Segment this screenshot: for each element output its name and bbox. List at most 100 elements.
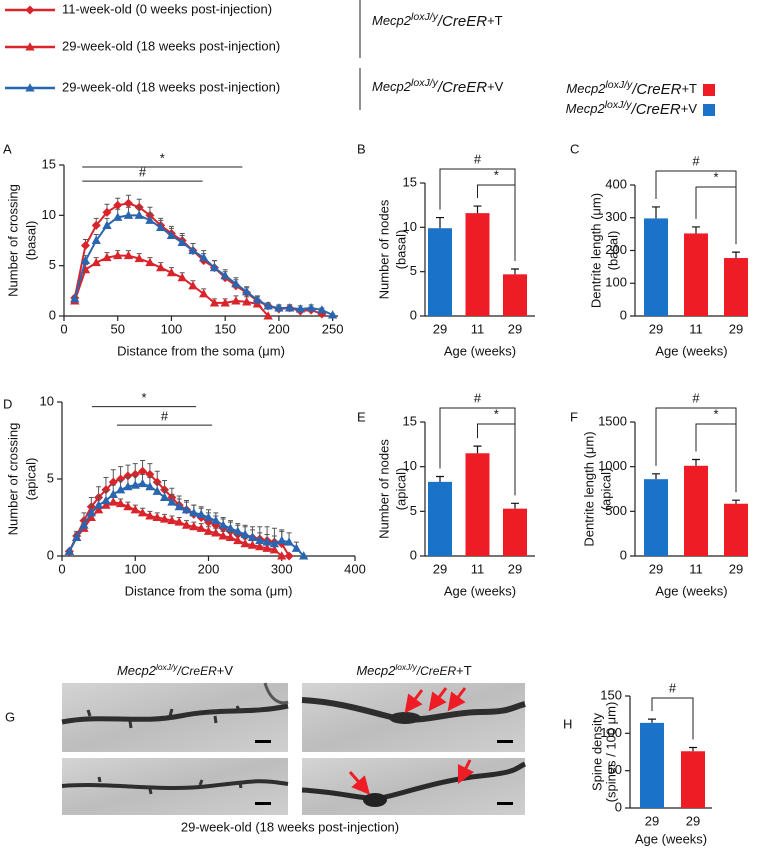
data-point [123, 481, 133, 491]
error-bar [692, 226, 700, 234]
significance-bracket [651, 697, 694, 740]
data-point [255, 535, 265, 545]
y-tick-label: 400 [605, 176, 627, 191]
data-point [233, 535, 243, 545]
treatment: +V [217, 663, 234, 678]
x-tick-label: 11 [689, 561, 703, 576]
bar [684, 465, 708, 556]
gene: Mecp2 [372, 79, 412, 94]
data-point [209, 298, 220, 307]
x-tick-label: 29 [686, 813, 700, 828]
data-point [203, 526, 214, 535]
error-bar [511, 502, 519, 509]
panel-label: H [563, 716, 572, 731]
panel-label: B [357, 141, 366, 156]
data-point [225, 523, 236, 532]
allele: loxJ/y [156, 662, 178, 672]
significance-label: * [713, 406, 718, 421]
data-point [174, 501, 184, 511]
y-tick-label: 0 [410, 547, 417, 562]
data-point [231, 278, 241, 288]
x-tick-label: 29 [508, 321, 522, 336]
data-point [130, 480, 140, 489]
error-bar [473, 445, 482, 454]
y-tick-label: 100 [605, 275, 627, 290]
bar [644, 218, 668, 316]
data-point [159, 492, 170, 502]
data-point [101, 495, 111, 505]
data-point [174, 517, 184, 526]
data-point [145, 215, 155, 224]
data-point [123, 501, 133, 511]
y-tick-label: 5 [410, 263, 417, 278]
data-point [211, 515, 221, 525]
data-point [86, 508, 96, 517]
data-point [115, 484, 126, 494]
data-point [189, 508, 199, 517]
data-point [108, 489, 118, 498]
error-bar [473, 205, 482, 214]
driver: /CreER [176, 664, 217, 678]
data-point [167, 497, 177, 506]
significance-label: * [713, 169, 718, 184]
x-tick-label: 29 [649, 321, 663, 336]
data-point [113, 250, 123, 260]
data-point [291, 543, 302, 552]
bar [684, 233, 708, 316]
legend-marker [25, 42, 35, 51]
data-point [277, 535, 287, 545]
data-point [181, 504, 192, 514]
y-tick-label: 5 [49, 257, 56, 272]
significance-label: # [474, 390, 482, 405]
series-line [73, 214, 334, 316]
series-line [73, 202, 323, 315]
data-point [211, 528, 221, 537]
bar [503, 508, 527, 556]
data-point [269, 538, 280, 548]
y-tick-label: 0 [620, 307, 627, 322]
x-tick-label: 50 [110, 321, 124, 336]
data-point [189, 521, 199, 531]
x-tick-label: 400 [344, 561, 366, 576]
treatment: +T [681, 81, 697, 96]
bar [681, 751, 705, 808]
y-axis-label: (basal) [393, 230, 408, 270]
data-point [317, 305, 327, 314]
data-point [269, 545, 280, 554]
data-point [93, 504, 104, 514]
genotype-label: Mecp2loxJ/y/CreER+T [372, 11, 503, 30]
data-point [123, 198, 133, 208]
data-point [166, 230, 177, 240]
data-point [101, 500, 111, 509]
micrograph [61, 682, 289, 752]
y-tick-label: 10 [403, 458, 417, 473]
data-point [156, 262, 166, 272]
data-point [299, 551, 309, 560]
x-tick-label: 29 [729, 321, 743, 336]
data-point [218, 520, 228, 529]
y-tick-label: 15 [403, 413, 417, 428]
y-axis-label: Number of crossing [5, 423, 20, 536]
data-point [327, 310, 338, 319]
data-point [240, 538, 250, 548]
data-point [199, 289, 209, 298]
bar [724, 258, 748, 316]
x-axis-label: Age (weeks) [444, 583, 516, 598]
panel-label: D [3, 396, 12, 411]
data-point [242, 297, 252, 306]
data-point [252, 299, 263, 308]
x-tick-label: 100 [161, 321, 183, 336]
x-tick-label: 100 [124, 561, 146, 576]
error-bar [648, 718, 656, 723]
significance-label: # [474, 151, 482, 166]
significance-bracket [477, 423, 516, 496]
x-tick-label: 29 [649, 561, 663, 576]
bar [465, 453, 490, 556]
error-bar [652, 473, 660, 480]
data-point [123, 250, 134, 260]
y-axis-label: (apical) [598, 468, 613, 511]
y-tick-label: 0 [620, 547, 627, 562]
treatment: +T [487, 13, 503, 28]
